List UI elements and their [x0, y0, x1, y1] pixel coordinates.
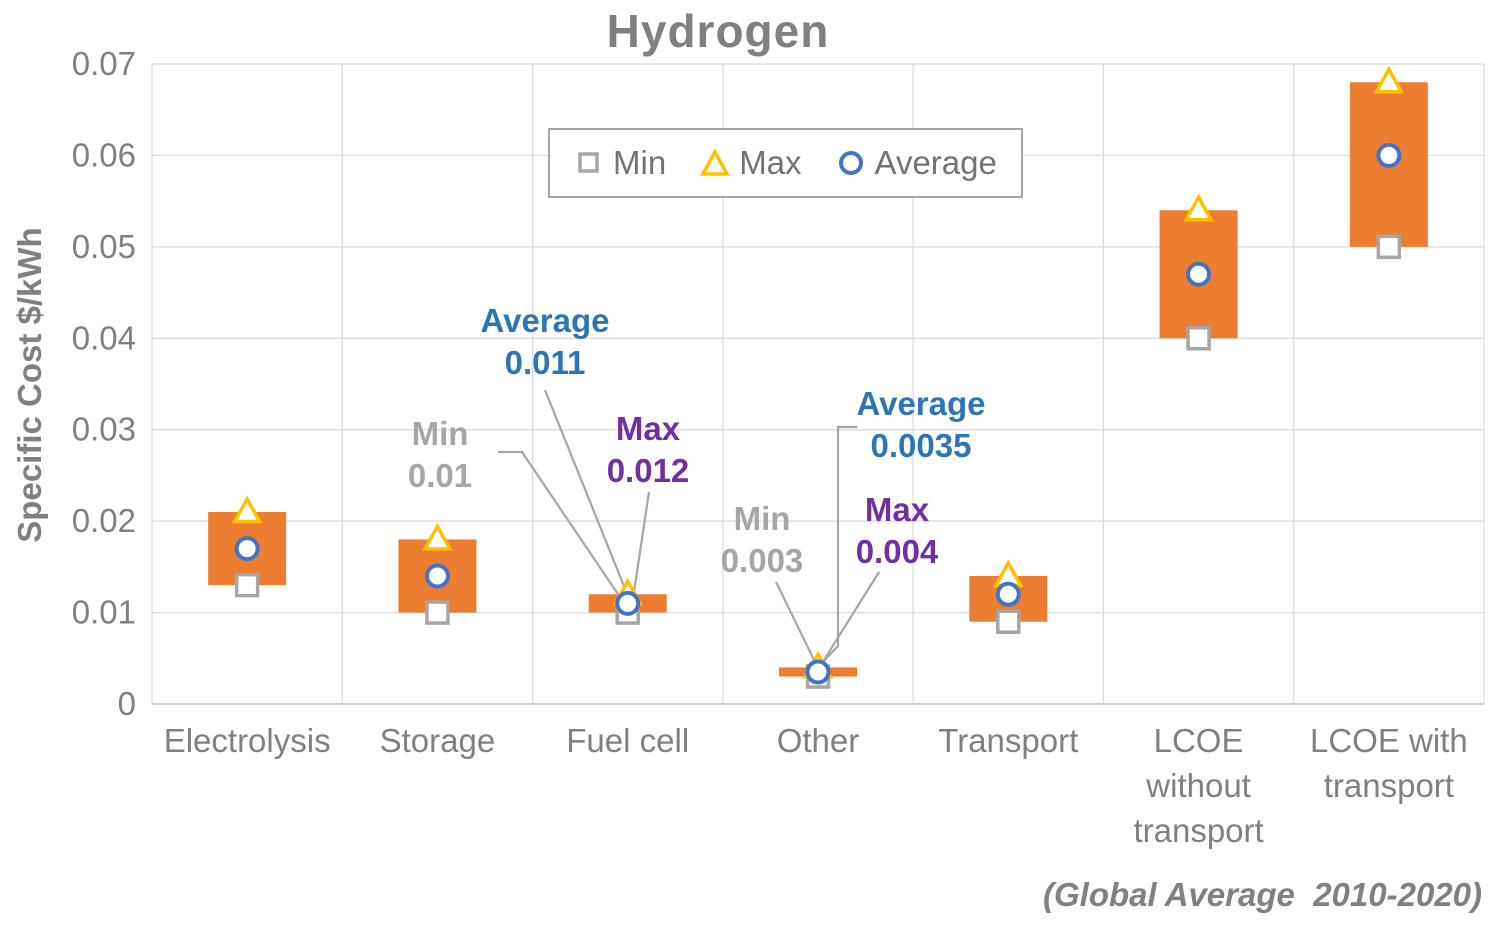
average-marker-other — [805, 659, 831, 685]
legend-label-average: Average — [874, 144, 997, 181]
y-tick-label: 0.07 — [72, 45, 136, 82]
annotation-leader-other-max — [823, 571, 880, 661]
x-category-label-electrolysis: Electrolysis — [164, 722, 331, 759]
annotation-leader-other-min — [775, 581, 817, 665]
min-marker-lcoe-with-transport — [1376, 234, 1402, 260]
footnote: (Global Average 2010-2020) — [1043, 876, 1482, 913]
annotation-leader-other-average — [819, 425, 857, 666]
min-marker-electrolysis — [234, 572, 260, 598]
y-tick-label: 0.05 — [72, 228, 136, 265]
y-tick-label: 0.06 — [72, 136, 136, 173]
max-marker-electrolysis — [231, 495, 263, 524]
annotation-leader-fuel-cell-average — [543, 389, 632, 602]
max-marker-storage — [421, 522, 453, 551]
legend-label-max: Max — [739, 144, 802, 181]
annotation-leader-fuel-cell-min — [498, 450, 629, 610]
average-circle-icon — [838, 151, 863, 175]
legend-label-min: Min — [613, 144, 667, 181]
annotation-leader-fuel-cell-max — [632, 491, 651, 593]
x-category-label-transport: Transport — [938, 722, 1078, 759]
y-tick-label: 0.04 — [72, 319, 136, 356]
x-category-label-storage: Storage — [380, 722, 496, 759]
annotation-fuel-cell-average: Average 0.011 — [480, 302, 609, 381]
x-category-label-lcoe-with-transport: LCOE with transport — [1310, 722, 1468, 804]
min-marker-transport — [996, 609, 1021, 634]
min-square-icon — [578, 152, 599, 173]
annotation-other-max: Max 0.004 — [856, 491, 939, 570]
max-triangle-icon — [700, 148, 731, 176]
legend-item-average: Average — [836, 144, 997, 182]
y-tick-label: 0.03 — [72, 411, 136, 448]
legend: Min Max Average — [548, 128, 1023, 198]
x-category-label-lcoe-without-transport: LCOE without transport — [1133, 722, 1263, 849]
x-category-label-other: Other — [777, 722, 860, 759]
y-tick-label: 0 — [118, 685, 136, 722]
annotation-other-min: Min 0.003 — [721, 500, 804, 579]
y-tick-label: 0.02 — [72, 502, 136, 539]
annotation-fuel-cell-max: Max 0.012 — [607, 410, 690, 489]
max-marker-lcoe-with-transport — [1373, 65, 1405, 94]
min-marker-storage — [425, 600, 450, 625]
min-marker-lcoe-without-transport — [1186, 326, 1211, 351]
legend-item-max: Max — [700, 144, 802, 182]
average-marker-electrolysis — [234, 536, 260, 562]
chart-title: Hydrogen — [606, 5, 830, 57]
legend-item-min: Min — [574, 144, 666, 182]
max-marker-lcoe-without-transport — [1183, 193, 1215, 222]
average-marker-transport — [995, 581, 1021, 607]
average-marker-storage — [424, 563, 450, 589]
annotation-other-average: Average 0.0035 — [856, 385, 985, 464]
average-marker-fuel-cell — [615, 590, 641, 616]
annotation-fuel-cell-min: Min 0.01 — [408, 415, 472, 494]
y-tick-label: 0.01 — [72, 594, 136, 631]
average-marker-lcoe-with-transport — [1376, 142, 1402, 168]
x-category-label-fuel-cell: Fuel cell — [566, 722, 689, 759]
average-marker-lcoe-without-transport — [1186, 261, 1212, 287]
